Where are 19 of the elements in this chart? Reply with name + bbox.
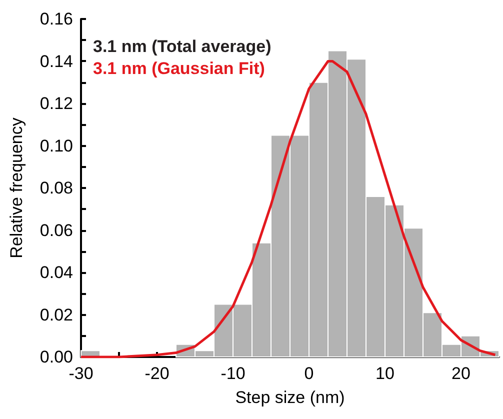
y-tick-label: 0.16 — [40, 10, 73, 28]
x-tick-label: 10 — [376, 364, 394, 383]
x-tick-label: -10 — [220, 364, 246, 383]
y-tick-label: 0.06 — [40, 220, 73, 240]
y-tick-label: 0.04 — [40, 263, 73, 282]
y-tick-label: 0.08 — [40, 178, 73, 198]
x-tick-label: 20 — [452, 364, 470, 383]
y-tick-label: 0.12 — [40, 94, 73, 113]
x-tick-label: -30 — [68, 364, 94, 383]
y-tick-label: 0.02 — [40, 305, 73, 324]
x-axis-title: Step size (nm) — [235, 388, 345, 407]
y-axis-title: Relative frequency — [7, 117, 26, 258]
y-tick-label: 0.10 — [40, 136, 73, 156]
y-tick-label: 0.00 — [40, 348, 73, 366]
x-tick-label: 0 — [304, 364, 314, 383]
annotation: 3.1 nm (Total average) — [93, 37, 272, 56]
text: 3.1 nm (Gaussian Fit) — [93, 59, 265, 78]
x-tick-label: -20 — [144, 364, 170, 383]
y-tick-label: 0.14 — [40, 52, 73, 71]
